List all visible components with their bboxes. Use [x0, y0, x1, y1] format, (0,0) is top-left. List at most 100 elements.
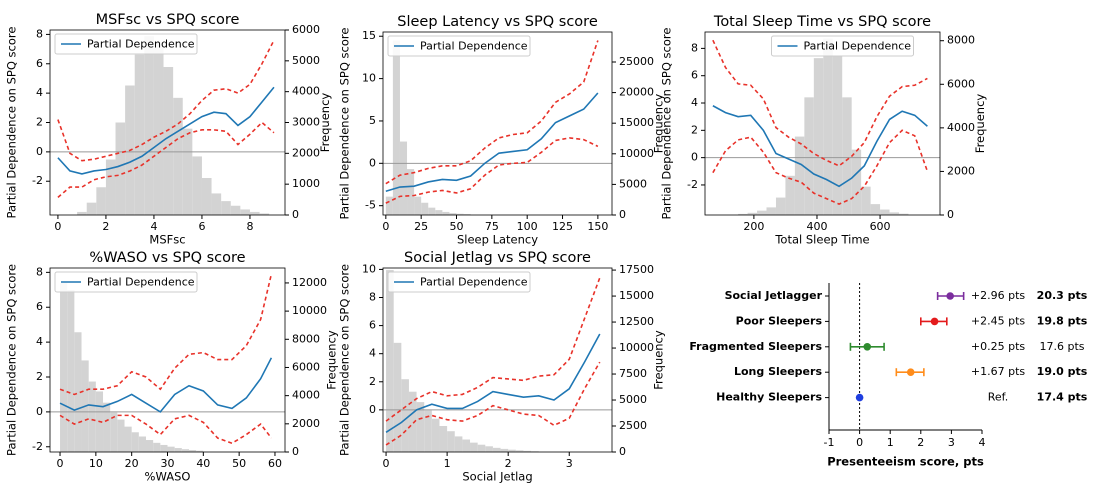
- y-tick-label: 4: [36, 335, 43, 348]
- y-tick-label: 0: [691, 151, 698, 164]
- histogram-bar: [110, 412, 118, 452]
- y-tick-label: 0: [369, 403, 376, 416]
- y-tick-label: 8: [36, 265, 43, 278]
- point: [855, 393, 864, 402]
- histogram-bar: [181, 449, 189, 452]
- value-label: +1.67 pts: [971, 365, 1026, 378]
- histogram-bar: [144, 36, 154, 215]
- histogram-bar: [804, 97, 814, 215]
- legend-label: Partial Dependence: [420, 40, 528, 53]
- x-tick-label: 200: [743, 220, 764, 233]
- y2-tick-label: 12000: [292, 276, 327, 289]
- x-tick-label: 3: [948, 436, 955, 449]
- y2-tick-label: 6000: [292, 360, 320, 373]
- x-tick-label: 400: [806, 220, 827, 233]
- histogram-bar: [747, 212, 758, 215]
- x-tick-label: 50: [232, 457, 246, 470]
- pd-line: [385, 92, 599, 193]
- histogram-bar: [775, 197, 786, 215]
- histogram-bar: [456, 213, 464, 215]
- y-tick-label: 6: [691, 69, 698, 82]
- score-label: 20.3 pts: [1037, 289, 1088, 302]
- histogram-bar: [201, 178, 212, 215]
- histogram-bar: [785, 175, 795, 215]
- histogram-bar: [508, 449, 516, 452]
- ci-line: [385, 137, 599, 204]
- y-tick-label: 6: [369, 319, 376, 332]
- histogram-bar: [442, 211, 450, 215]
- pd-line: [59, 357, 273, 413]
- histogram-bar: [485, 446, 493, 452]
- x-tick-label: 600: [870, 220, 891, 233]
- x-axis-label: Social Jetlag: [462, 470, 532, 484]
- score-label: 19.0 pts: [1037, 365, 1088, 378]
- histogram-bar: [88, 381, 96, 452]
- x-tick-label: 30: [161, 457, 175, 470]
- histogram-bar: [192, 156, 202, 215]
- x-tick-label: 0: [383, 457, 390, 470]
- x-tick-label: 2: [505, 457, 512, 470]
- histogram-bar: [515, 450, 524, 452]
- pd-line: [385, 333, 601, 434]
- ci-line: [385, 40, 599, 185]
- y2-tick-label: 0: [619, 445, 626, 458]
- point: [930, 317, 939, 326]
- y-tick-label: -2: [32, 440, 43, 453]
- point: [863, 343, 872, 351]
- y2-tick-label: 5000: [619, 177, 647, 190]
- histogram-bar: [196, 450, 204, 452]
- histogram-bar: [96, 187, 106, 215]
- x-tick-label: 0: [54, 220, 61, 233]
- histogram-bar: [794, 136, 805, 215]
- x-tick-label: 4: [150, 220, 157, 233]
- histogram-bar: [477, 444, 486, 452]
- histogram-bar: [449, 213, 457, 215]
- x-tick-label: 100: [517, 220, 538, 233]
- histogram-bar: [386, 270, 394, 452]
- category-label: Social Jetlagger: [725, 289, 823, 302]
- x-axis-label: Total Sleep Time: [774, 233, 869, 247]
- y-tick-label: 4: [369, 347, 376, 360]
- chart-title: %WASO vs SPQ score: [89, 250, 245, 266]
- x-axis-label: MSFsc: [149, 233, 185, 247]
- histogram-bar: [259, 213, 270, 215]
- histogram-bar: [416, 402, 425, 452]
- y-tick-label: 6: [36, 57, 43, 70]
- y-tick-label: -2: [32, 174, 43, 187]
- value-label: +2.45 pts: [971, 314, 1026, 327]
- histogram-bar: [146, 440, 154, 452]
- legend-label: Partial Dependence: [804, 40, 912, 53]
- y2-tick-label: 2000: [292, 146, 320, 159]
- y2-axis-label: Frequency: [318, 93, 332, 153]
- histogram-bar: [439, 426, 448, 452]
- ci-line: [59, 414, 273, 445]
- x-tick-label: 60: [268, 457, 282, 470]
- y-tick-label: 0: [369, 156, 376, 169]
- chart-title: Social Jetlag vs SPQ score: [404, 250, 591, 266]
- chart-title: MSFsc vs SPQ score: [96, 12, 240, 28]
- y2-tick-label: 1000: [292, 177, 320, 190]
- histogram-bar: [428, 207, 436, 215]
- value-label: +2.96 pts: [971, 289, 1026, 302]
- histogram-bar: [851, 149, 862, 215]
- category-label: Healthy Sleepers: [716, 391, 822, 404]
- histogram-bar: [424, 410, 432, 452]
- y-tick-label: 2: [36, 370, 43, 383]
- y2-tick-label: 0: [619, 208, 626, 221]
- y2-tick-label: 6000: [947, 77, 975, 90]
- x-tick-label: 50: [450, 220, 464, 233]
- y-tick-label: 8: [691, 41, 698, 54]
- y-axis-label: Partial Dependence on SPQ score: [338, 28, 352, 220]
- y-tick-label: 8: [369, 290, 376, 303]
- legend-label: Partial Dependence: [87, 38, 195, 51]
- y-tick-label: -2: [687, 178, 698, 191]
- histogram-bar: [153, 442, 161, 452]
- y-tick-label: 2: [369, 375, 376, 388]
- histogram-bar: [77, 211, 87, 215]
- legend-box: [771, 35, 914, 57]
- value-label: Ref.: [988, 391, 1009, 404]
- y-tick-label: 6: [36, 300, 43, 313]
- y-tick-label: 2: [691, 123, 698, 136]
- ci-line: [385, 361, 601, 446]
- histogram-bar: [153, 42, 164, 216]
